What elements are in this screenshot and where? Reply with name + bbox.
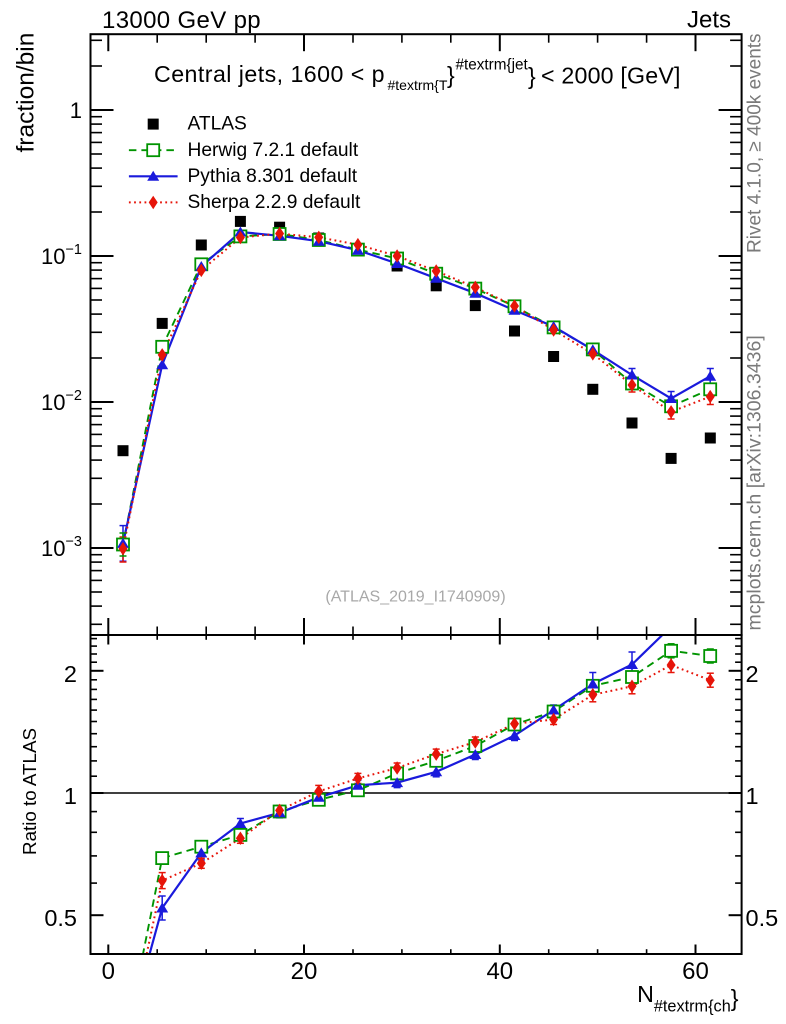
svg-text:Rivet 4.1.0, ≥ 400k events: Rivet 4.1.0, ≥ 400k events xyxy=(745,33,766,253)
svg-text:(ATLAS_2019_I1740909): (ATLAS_2019_I1740909) xyxy=(325,589,505,606)
svg-text:Sherpa 2.2.9 default: Sherpa 2.2.9 default xyxy=(188,192,361,213)
svg-text:#textrm{jet: #textrm{jet xyxy=(456,57,529,74)
svg-text:1: 1 xyxy=(746,783,759,809)
svg-text:1: 1 xyxy=(70,98,82,123)
svg-text:mcplots.cern.ch [arXiv:1306.34: mcplots.cern.ch [arXiv:1306.3436] xyxy=(744,335,766,630)
svg-text:}: } xyxy=(447,62,455,88)
svg-text:1: 1 xyxy=(64,783,77,809)
svg-text:40: 40 xyxy=(486,958,513,985)
svg-text:2: 2 xyxy=(64,661,77,687)
svg-text:N#textrm{ch}: N#textrm{ch} xyxy=(637,981,739,1016)
svg-text:0.5: 0.5 xyxy=(44,905,77,931)
svg-text:Central jets, 1600 < p: Central jets, 1600 < p xyxy=(154,61,385,87)
svg-text:#textrm{T: #textrm{T xyxy=(388,77,448,93)
svg-text:Herwig 7.2.1 default: Herwig 7.2.1 default xyxy=(188,140,359,161)
svg-text:< 2000 [GeV]: < 2000 [GeV] xyxy=(541,63,681,89)
svg-text:Jets: Jets xyxy=(687,7,731,34)
svg-text:20: 20 xyxy=(291,958,318,985)
svg-text:fraction/bin: fraction/bin xyxy=(13,33,40,153)
svg-text:13000 GeV pp: 13000 GeV pp xyxy=(102,7,261,34)
svg-text:0.5: 0.5 xyxy=(746,905,779,931)
svg-text:60: 60 xyxy=(682,958,709,985)
svg-text:}: } xyxy=(528,63,536,89)
svg-text:0: 0 xyxy=(102,958,115,985)
svg-text:Ratio to ATLAS: Ratio to ATLAS xyxy=(19,728,40,855)
svg-text:Pythia 8.301 default: Pythia 8.301 default xyxy=(188,166,358,187)
svg-text:ATLAS: ATLAS xyxy=(188,114,247,135)
svg-text:2: 2 xyxy=(746,661,759,687)
